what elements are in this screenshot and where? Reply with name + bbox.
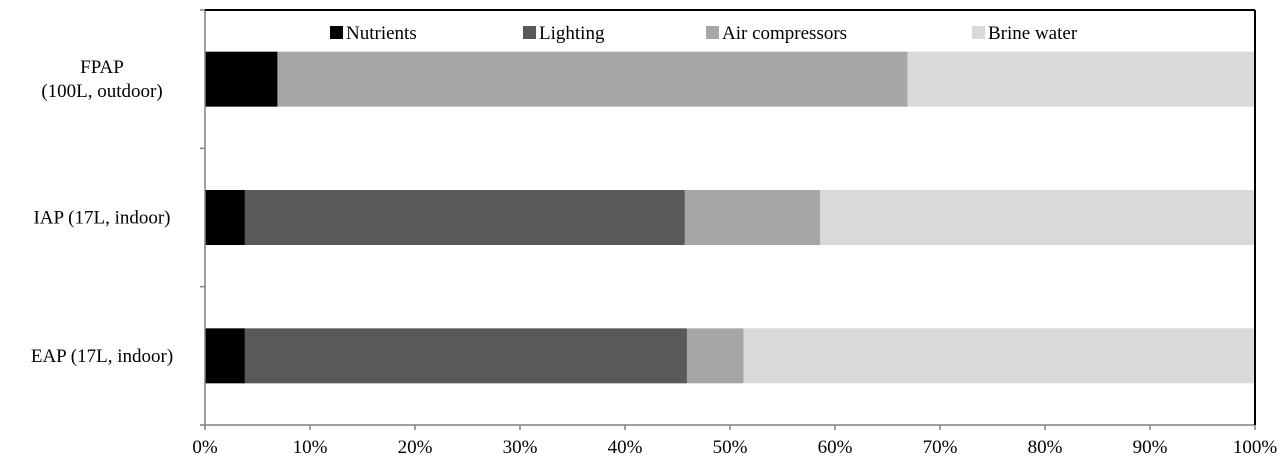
category-label-line: EAP (17L, indoor) [31,346,173,367]
bar-segment [820,190,1255,245]
legend-label: Nutrients [346,23,417,44]
x-tick-label: 80% [1028,437,1063,458]
x-tick-label: 30% [503,437,538,458]
x-tick-label: 90% [1133,437,1168,458]
x-tick-label: 100% [1233,437,1278,458]
bar-segment [907,51,1255,107]
x-tick-label: 50% [713,437,748,458]
x-tick-label: 10% [293,437,328,458]
legend-item: Brine water [972,23,1078,44]
legend-item: Lighting [523,23,605,44]
legend-item: Nutrients [330,23,417,44]
bar-segment [205,190,245,245]
bar-segment [277,51,908,107]
category-label-line: IAP (17L, indoor) [33,208,170,229]
labels-layer: 0% 10% 20% 30% 40% 50% 60% 70% 80% 90% 100% FPAP (10… [31,57,1277,458]
legend-label: Lighting [539,23,605,44]
legend-swatch [706,26,719,39]
bar-segment [205,51,278,107]
bar-segment [205,328,245,384]
bar-segment [244,328,687,384]
bar-segment [244,190,685,245]
category-label: EAP (17L, indoor) [31,346,173,367]
legend: Nutrients Lighting Air compressors Brine wa… [330,23,1078,44]
category-label: IAP (17L, indoor) [33,208,170,229]
bars-layer [205,51,1255,384]
category-label-line: FPAP [80,57,124,78]
legend-swatch [523,26,536,39]
legend-item: Air compressors [706,23,847,44]
x-tick-label: 0% [192,437,218,458]
x-tick-label: 70% [923,437,958,458]
legend-label: Air compressors [722,23,847,44]
axes-layer [200,9,1256,430]
legend-swatch [330,26,343,39]
x-tick-label: 60% [818,437,853,458]
bar-segment [684,190,821,245]
x-tick-label: 20% [398,437,433,458]
bar-segment [686,328,744,384]
category-label-line: (100L, outdoor) [41,81,162,102]
x-tick-label: 40% [608,437,643,458]
bar-segment [743,328,1255,384]
legend-swatch [972,26,985,39]
category-label: FPAP (100L, outdoor) [41,57,162,102]
legend-label: Brine water [988,23,1078,44]
